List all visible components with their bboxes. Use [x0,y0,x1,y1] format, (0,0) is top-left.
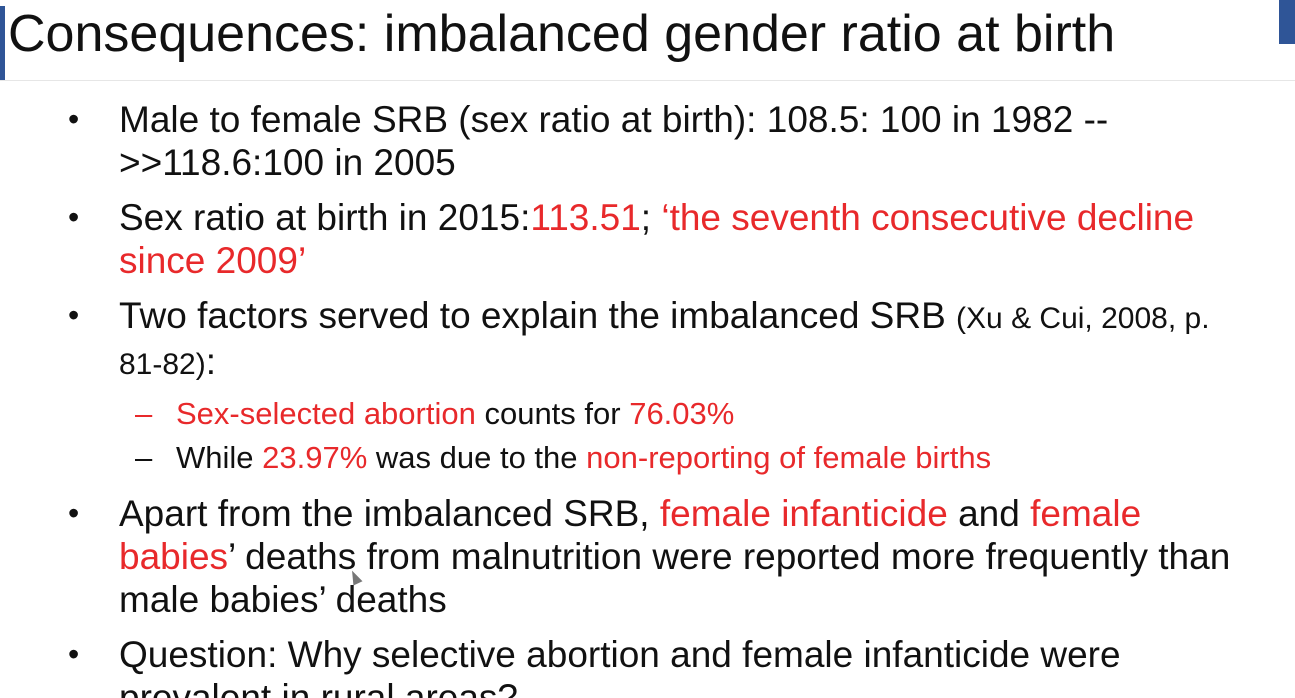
highlight-percent: 76.03% [629,396,735,431]
sub-bullet-non-reporting: – While 23.97% was due to the non-report… [119,436,1255,480]
bullet-two-factors: • Two factors served to explain the imba… [0,294,1295,480]
sub-bullet-abortion: – Sex-selected abortion counts for 76.03… [119,392,1255,436]
sub-dash: – [135,396,153,431]
highlight-percent: 23.97% [262,440,368,475]
citation: (Xu & Cui, 2008, p. 81-82) [119,302,1210,381]
bullet-srb-2015: • Sex ratio at birth in 2015:113.51; ‘th… [0,196,1295,282]
bullet-text-part: ’ deaths from malnutrition were reported… [119,536,1231,620]
highlight-term: Sex-selected abortion [176,396,476,431]
slide-title: Consequences: imbalanced gender ratio at… [8,5,1116,63]
sub-text-part: While [176,440,263,475]
left-accent-bar [0,6,5,80]
bullet-text-part: Apart from the imbalanced SRB, [119,493,660,534]
bullet-text: Question: Why selective abortion and fem… [119,634,1121,698]
highlight-term: female babies [119,493,1142,577]
bullet-text: Male to female SRB (sex ratio at birth):… [119,99,1109,183]
highlight-quote: ‘the seventh consecutive decline since 2… [119,197,1195,281]
bullet-infanticide: • Apart from the imbalanced SRB, female … [0,492,1295,621]
title-divider [0,80,1295,81]
bullet-text-part: : [205,341,216,382]
bullet-text-part: Sex ratio at birth in 2015: [119,197,531,238]
highlight-term: non-reporting of female births [586,440,992,475]
sub-text-part: was due to the [367,440,587,475]
highlight-value-113-51: 113.51 [530,197,641,238]
sub-text-part: counts for [475,396,630,431]
highlight-term: female infanticide [659,493,948,534]
bullet-dot: • [68,101,80,137]
bullet-list: • Male to female SRB (sex ratio at birth… [0,98,1295,698]
bullet-question: • Question: Why selective abortion and f… [0,633,1295,698]
sub-dash: – [135,440,153,475]
sub-bullet-list: – Sex-selected abortion counts for 76.03… [119,392,1255,480]
bullet-text-part: and [947,493,1031,534]
bullet-dot: • [68,199,80,235]
right-accent-bar [1279,0,1295,44]
bullet-text-part: ; [640,197,662,238]
bullet-dot: • [68,636,80,672]
bullet-text-part: Two factors served to explain the imbala… [119,295,957,336]
bullet-dot: • [68,495,80,531]
bullet-srb-trend: • Male to female SRB (sex ratio at birth… [0,98,1295,184]
bullet-dot: • [68,297,80,333]
